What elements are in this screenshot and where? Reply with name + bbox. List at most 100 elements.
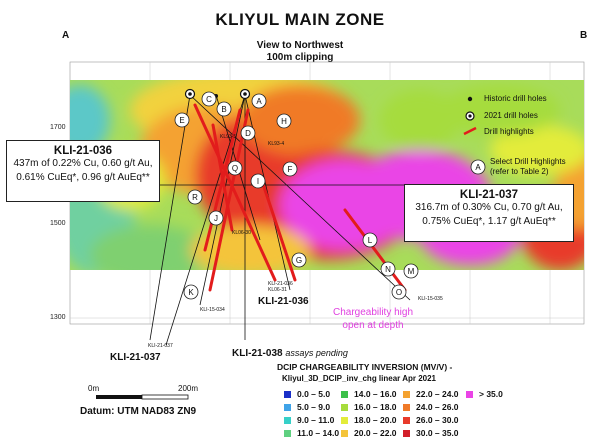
small-hole-labels: KL93-5 KL93-4 KL06-30 KLI-21-036 KL06-31… [148,134,443,349]
marker-c [201,91,217,107]
callout-line: 437m of 0.22% Cu, 0.60 g/t Au, [13,158,153,169]
drill-highlights [193,103,407,292]
color-swatch [403,417,410,425]
dcip-range-label: 18.0 – 20.0 [354,415,397,425]
marker-a [251,93,267,109]
datum-label: Datum: UTM NAD83 ZN9 [80,406,197,417]
dcip-legend-item: 26.0 – 30.0 [403,415,459,425]
hole-label-kl06-31: KL06-31 [268,287,287,293]
marker-letter: B [221,105,226,114]
drill-collars [184,88,251,100]
dcip-legend-item: 16.0 – 18.0 [341,402,397,412]
hole-label-kli-15-034: KLI-15-034 [200,307,225,313]
marker-q [227,160,243,176]
elevation-label: 1700 [50,124,66,131]
dcip-legend-item: 30.0 – 35.0 [403,428,459,438]
marker-h [276,113,292,129]
color-swatch [341,417,348,425]
color-swatch [284,430,291,438]
color-swatch [341,391,348,399]
marker-letter: R [192,193,198,202]
dcip-range-label: 16.0 – 18.0 [354,402,397,412]
chargeability-note-line2: open at depth [342,320,404,331]
marker-k [183,284,199,300]
dcip-range-label: 20.0 – 22.0 [354,428,397,438]
page-title: KLIYUL MAIN ZONE [215,10,385,29]
marker-letter: Q [232,164,238,173]
legend-select-line1: Select Drill Highlights [490,157,566,166]
view-direction: View to Northwest [256,40,344,51]
dcip-legend-item: 20.0 – 22.0 [341,428,397,438]
kli-21-038-note: assays pending [285,348,348,358]
select-highlight-letter: A [475,163,481,172]
historic-hole-icon [467,96,473,102]
dcip-range-label: 11.0 – 14.0 [297,428,340,438]
hole-label-kli-21-036-small: KLI-21-036 [268,281,293,287]
color-swatch [466,391,473,399]
callout-line: 316.7m of 0.30% Cu, 0.70 g/t Au, [415,202,563,213]
dcip-legend-item: 22.0 – 24.0 [403,389,459,399]
callout-kli-21-037: KLI-21-037 316.7m of 0.30% Cu, 0.70 g/t … [404,184,574,242]
elevation-label: 1500 [50,220,66,227]
elevation-label: 1300 [50,314,66,321]
section-end-a: A [62,30,70,41]
callout-title: KLI-21-037 [459,189,519,201]
color-swatch [284,417,291,425]
marker-j [208,210,224,226]
clipping-note: 100m clipping [266,52,334,63]
dcip-range-label: 26.0 – 30.0 [416,415,459,425]
marker-letter: K [188,288,194,297]
marker-b [216,101,232,117]
hole-label-kli-21-037-small: KLI-21-037 [148,343,173,349]
dcip-range-label: 5.0 – 9.0 [297,402,331,412]
color-swatch [284,391,291,399]
dcip-legend-item: 14.0 – 16.0 [341,389,397,399]
highlight-swatch-icon [463,126,477,136]
marker-letter: N [385,265,391,274]
kli-21-038-name: KLI-21-038 [232,348,283,359]
dcip-legend-item: 24.0 – 26.0 [403,402,459,412]
dcip-legend-subtitle: Kliyul_3D_DCIP_inv_chg linear Apr 2021 [282,374,436,383]
marker-n [380,261,396,277]
legend-historic: Historic drill holes [484,94,547,103]
dcip-legend-title: DCIP CHARGEABILITY INVERSION (MV/V) - [277,362,453,372]
color-swatch [341,404,348,412]
marker-m [403,263,419,279]
marker-letter: H [281,117,287,126]
legend-select-line2: (refer to Table 2) [490,167,549,176]
hole-label-kl06-30: KL06-30 [232,230,251,236]
color-swatch [403,430,410,438]
marker-d [240,125,256,141]
select-highlight-icon [470,159,486,175]
scale-zero: 0m [88,384,100,393]
dcip-range-label: > 35.0 [479,389,503,399]
callout-kli-21-036: KLI-21-036 437m of 0.22% Cu, 0.60 g/t Au… [6,140,160,202]
hole-label-kli-21-038: KLI-21-038 assays pending [232,348,348,359]
legend-2021: 2021 drill holes [484,111,538,120]
callout-line: 0.61% CuEq*, 0.96 g/t AuEq** [16,172,150,183]
marker-letter: J [214,214,218,223]
chargeability-note: Chargeability high open at depth [318,306,428,332]
marker-letter: I [257,177,259,186]
dcip-range-label: 9.0 – 11.0 [297,415,335,425]
marker-letter: A [256,97,262,106]
dcip-legend-item: 5.0 – 9.0 [284,402,330,412]
color-swatch [403,391,410,399]
color-swatch [341,430,348,438]
dcip-range-label: 14.0 – 16.0 [354,389,397,399]
legend-symbols: A [463,96,486,175]
highlight-markers [174,91,419,300]
hole-label-kl93-5: KL93-5 [220,134,236,140]
marker-letter: F [288,165,293,174]
scale-bar [96,394,189,400]
marker-i [250,173,266,189]
hole-label-kli-15-035: KLI-15-035 [418,296,443,302]
marker-e [174,112,190,128]
dcip-legend-item: 0.0 – 5.0 [284,389,330,399]
dcip-legend-item: 18.0 – 20.0 [341,415,397,425]
dcip-legend-item: 11.0 – 14.0 [284,428,339,438]
marker-letter: D [245,129,251,138]
chargeability-note-line1: Chargeability high [332,307,414,318]
dcip-legend-item: 9.0 – 11.0 [284,415,334,425]
dcip-range-label: 22.0 – 24.0 [416,389,459,399]
